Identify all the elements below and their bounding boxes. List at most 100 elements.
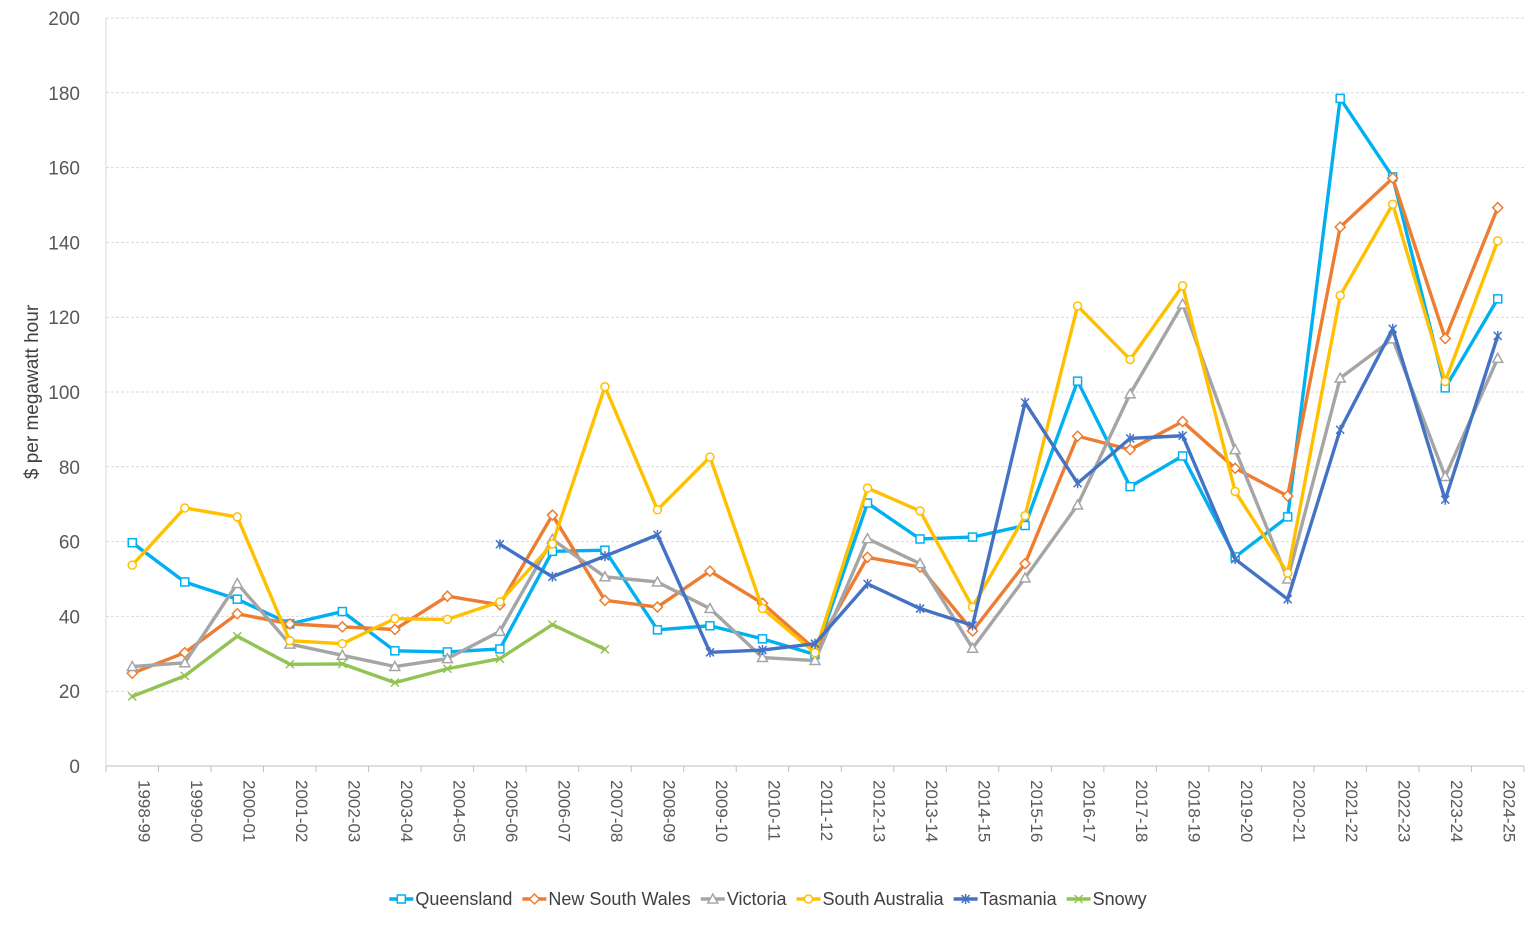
data-point-victoria — [441, 652, 454, 664]
series-line-snowy — [130, 622, 607, 699]
x-tick-label: 1998-99 — [134, 780, 153, 842]
data-point-new-south-wales — [1491, 201, 1504, 214]
y-tick-labels: 0 20 40 60 80 100 120 140 160 180 200 — [48, 9, 80, 778]
data-point-victoria — [388, 659, 402, 672]
y-tick-label: 180 — [48, 84, 80, 105]
data-point-new-south-wales — [1071, 430, 1084, 443]
legend-label: New South Wales — [548, 889, 690, 909]
x-tick-label: 2001-02 — [292, 780, 311, 842]
data-point-snowy — [600, 644, 610, 654]
data-point-victoria — [598, 570, 612, 582]
data-point-south-australia — [1072, 301, 1083, 311]
y-tick-label: 160 — [48, 159, 80, 180]
data-point-new-south-wales — [1334, 221, 1347, 234]
series-line-tasmania — [498, 327, 1500, 654]
data-point-tasmania — [915, 603, 925, 614]
legend-marker — [528, 892, 541, 906]
data-point-victoria — [703, 602, 717, 614]
data-point-victoria — [336, 648, 349, 661]
data-point-tasmania — [1388, 323, 1398, 334]
legend-marker-tasmania — [961, 894, 971, 904]
x-tick-label: 2023-24 — [1447, 780, 1466, 842]
data-point-victoria — [1176, 297, 1189, 309]
x-tick-label: 2020-21 — [1290, 780, 1309, 842]
data-point-queensland — [495, 644, 505, 654]
data-point-new-south-wales — [546, 508, 559, 522]
x-tick-label: 2010-11 — [764, 780, 783, 841]
data-point-south-australia — [180, 503, 190, 513]
legend-item-snowy: Snowy — [1066, 889, 1147, 909]
data-point-tasmania — [1073, 478, 1083, 489]
data-point-south-australia — [1230, 486, 1240, 497]
x-tick-labels: 1998-99 1999-00 2000-01 2001-02 2002-03 2003-… — [134, 780, 1518, 842]
data-point-south-australia — [442, 614, 453, 625]
y-tick-label: 100 — [48, 383, 80, 404]
data-point-queensland — [390, 646, 400, 656]
data-point-south-australia — [285, 635, 295, 646]
legend-label: Queensland — [415, 889, 512, 909]
data-point-victoria — [493, 624, 507, 637]
data-point-new-south-wales — [703, 565, 717, 578]
y-tick-label: 120 — [48, 308, 80, 329]
legend-item-new-south-wales: New South Wales — [522, 889, 691, 909]
data-point-south-australia — [810, 647, 820, 658]
y-tick-label: 80 — [59, 458, 80, 479]
data-point-victoria — [913, 557, 927, 569]
x-tick-label: 2013-14 — [922, 780, 941, 842]
data-point-south-australia — [337, 638, 348, 649]
data-point-snowy — [495, 654, 505, 664]
data-point-tasmania — [495, 539, 505, 550]
legend-label: South Australia — [823, 889, 945, 909]
series-line-queensland — [130, 96, 1500, 657]
data-point-queensland — [127, 537, 138, 548]
data-point-south-australia — [652, 505, 663, 515]
data-point-tasmania — [810, 638, 820, 649]
x-tick-label: 2021-22 — [1342, 780, 1361, 842]
data-point-queensland — [1282, 512, 1293, 522]
data-point-south-australia — [1282, 568, 1293, 578]
data-point-south-australia — [757, 603, 768, 614]
x-tick-label: 2011-12 — [817, 780, 836, 841]
data-point-tasmania — [1125, 433, 1135, 444]
data-point-tasmania — [1493, 330, 1503, 341]
data-point-snowy — [547, 620, 557, 630]
legend-marker — [803, 894, 814, 904]
legend-item-queensland: Queensland — [389, 889, 512, 909]
x-tick-label: 2017-18 — [1132, 780, 1151, 842]
data-point-tasmania — [1335, 424, 1345, 435]
data-point-new-south-wales — [861, 551, 874, 564]
y-axis-title: $ per megawatt hour — [22, 304, 43, 479]
data-point-queensland — [1335, 93, 1345, 104]
data-point-new-south-wales — [388, 623, 401, 636]
data-point-south-australia — [1020, 511, 1030, 521]
y-tick-label: 20 — [59, 682, 80, 703]
legend-label: Snowy — [1093, 889, 1147, 909]
data-point-south-australia — [1177, 281, 1188, 291]
data-point-south-australia — [1125, 354, 1135, 365]
x-tick-label: 2005-06 — [502, 780, 521, 842]
data-point-tasmania — [1020, 397, 1030, 408]
data-point-new-south-wales — [1124, 443, 1137, 456]
data-point-victoria — [1071, 498, 1084, 510]
data-point-south-australia — [1440, 376, 1450, 387]
x-tick-label: 2006-07 — [554, 780, 573, 842]
series-snowy — [127, 620, 610, 701]
data-point-new-south-wales — [598, 594, 611, 607]
data-point-south-australia — [915, 506, 925, 516]
legend: Queensland New South Wales Victoria South A… — [389, 889, 1147, 909]
data-point-victoria — [125, 659, 139, 672]
data-point-south-australia — [1335, 290, 1345, 301]
y-tick-label: 140 — [48, 233, 80, 254]
x-tick-label: 2008-09 — [659, 780, 678, 842]
data-point-south-australia — [705, 452, 715, 462]
legend-marker — [961, 894, 971, 904]
x-tick-label: 2022-23 — [1395, 780, 1414, 842]
legend-marker-new-south-wales — [528, 892, 541, 906]
legend-marker — [706, 892, 720, 904]
legend-label: Victoria — [727, 889, 788, 909]
y-tick-label: 40 — [59, 607, 80, 628]
x-tick-label: 2007-08 — [607, 780, 626, 842]
data-point-queensland — [915, 534, 925, 544]
data-point-victoria — [1333, 371, 1347, 383]
data-point-snowy — [127, 691, 137, 701]
